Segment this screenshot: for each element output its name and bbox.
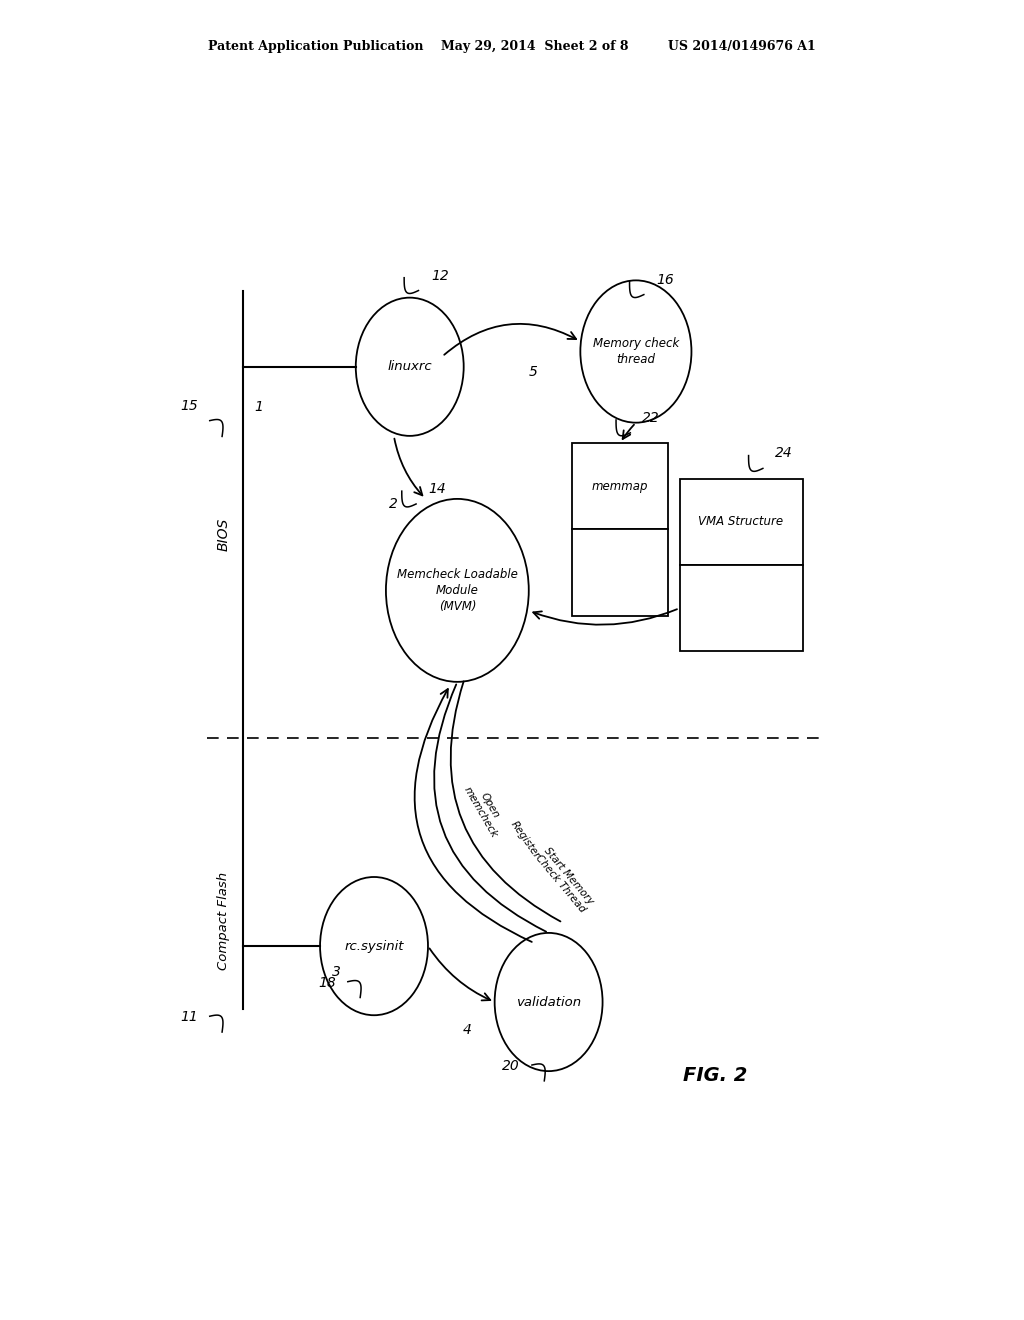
Text: Patent Application Publication    May 29, 2014  Sheet 2 of 8         US 2014/014: Patent Application Publication May 29, 2… (208, 40, 816, 53)
Text: 5: 5 (528, 364, 538, 379)
Text: linuxrc: linuxrc (387, 360, 432, 374)
Text: validation: validation (516, 995, 582, 1008)
Bar (572, 444, 668, 529)
Text: 16: 16 (656, 273, 674, 288)
Text: 24: 24 (775, 446, 793, 461)
Bar (680, 479, 803, 565)
Bar (572, 529, 668, 616)
Text: 18: 18 (318, 975, 336, 990)
Text: 22: 22 (642, 411, 660, 425)
Text: Open
memcheck: Open memcheck (462, 779, 509, 840)
Text: Start Memory
Check Thread: Start Memory Check Thread (534, 846, 596, 915)
Text: FIG. 2: FIG. 2 (683, 1065, 748, 1085)
Text: Memory check
thread: Memory check thread (593, 337, 679, 366)
Text: 4: 4 (463, 1023, 472, 1038)
Bar (680, 565, 803, 651)
Text: 12: 12 (431, 269, 449, 284)
Text: 2: 2 (389, 496, 398, 511)
Text: 11: 11 (180, 1010, 198, 1024)
Text: 15: 15 (180, 399, 198, 412)
Text: 20: 20 (503, 1059, 520, 1073)
Text: 14: 14 (428, 482, 445, 496)
Text: 3: 3 (332, 965, 341, 978)
Text: Register: Register (508, 818, 542, 859)
Text: 1: 1 (255, 400, 263, 414)
Text: Compact Flash: Compact Flash (217, 871, 229, 970)
Text: Memcheck Loadable
Module
(MVM): Memcheck Loadable Module (MVM) (397, 568, 518, 612)
Text: BIOS: BIOS (216, 517, 230, 550)
Text: memmap: memmap (592, 479, 648, 492)
Text: rc.sysinit: rc.sysinit (344, 940, 403, 953)
Text: VMA Structure: VMA Structure (698, 515, 783, 528)
